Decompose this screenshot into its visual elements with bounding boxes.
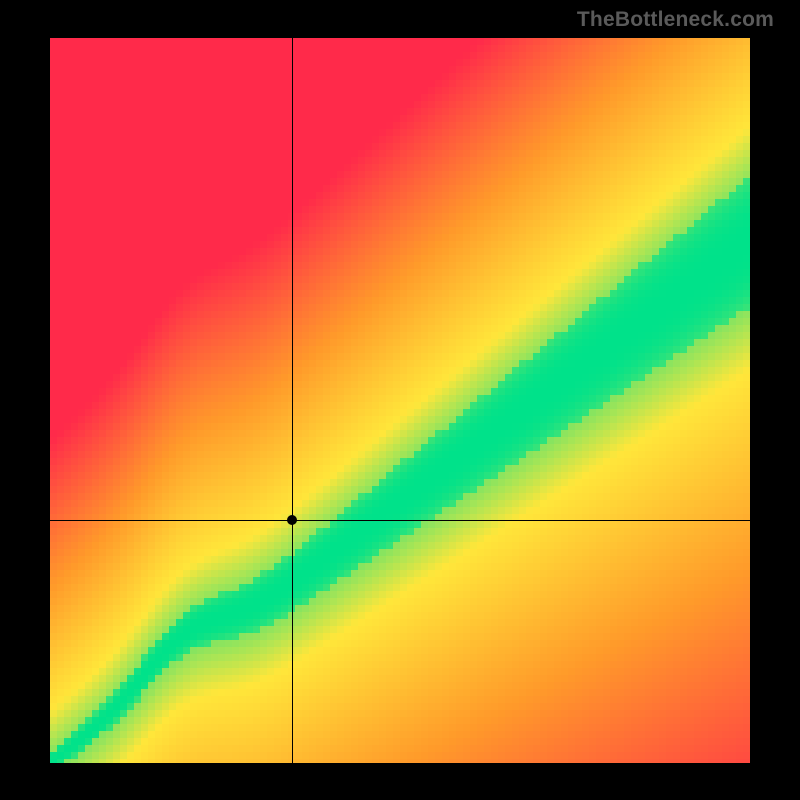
chart-container: TheBottleneck.com (0, 0, 800, 800)
watermark-text: TheBottleneck.com (577, 8, 774, 32)
crosshair-point (287, 515, 297, 525)
crosshair-vertical (292, 38, 293, 763)
heatmap-canvas (50, 38, 750, 763)
crosshair-horizontal (50, 520, 750, 521)
plot-area (50, 38, 750, 763)
